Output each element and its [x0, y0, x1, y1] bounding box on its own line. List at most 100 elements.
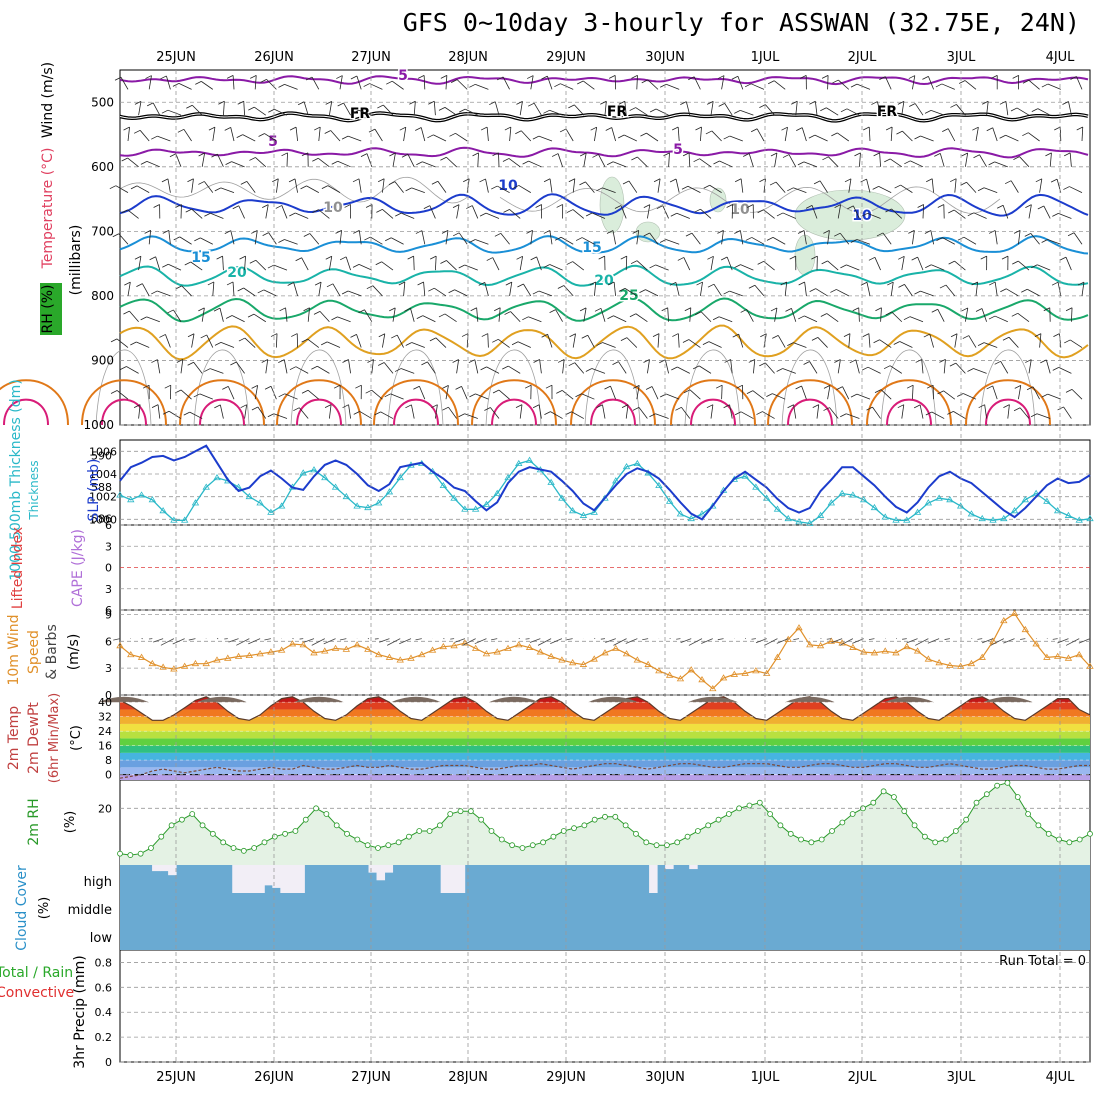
rh2m-marker [582, 823, 587, 828]
wind-barb-flag [204, 369, 210, 372]
wind-barb [550, 179, 552, 193]
wind-barb-flag [1060, 257, 1066, 260]
wind-barb-flag [896, 131, 902, 134]
wind-barb [319, 282, 321, 296]
wind-barb [1069, 187, 1082, 193]
wind-barb [422, 231, 425, 245]
wind-barb [157, 136, 170, 141]
rh2m-marker [283, 831, 288, 836]
wind-barb [699, 366, 711, 373]
wind-barb-flag [111, 339, 117, 342]
rh2m-marker [757, 800, 762, 805]
wind-barb-flag [389, 153, 395, 156]
wind-barb [847, 109, 859, 115]
wind-barb [747, 309, 754, 321]
wind-barb-flag [218, 101, 224, 104]
cloud-level-label: middle [68, 903, 112, 918]
wind-barb-flag [178, 129, 184, 132]
wind-barb [741, 412, 753, 419]
cloud-bar [152, 865, 161, 871]
wind-barb [678, 127, 679, 141]
wind-barb [296, 127, 298, 141]
wind-barb-flag [787, 188, 793, 191]
wind-barb [920, 405, 923, 419]
wind-barb [1072, 389, 1082, 399]
wind-barb-flag [279, 394, 285, 397]
wind-barb-flag [1012, 313, 1018, 316]
wind-barb [564, 285, 573, 295]
contour-label: 10 [730, 202, 750, 218]
wind-barb [817, 405, 819, 419]
wind-barb [486, 179, 489, 193]
wind-barb [836, 289, 848, 295]
wind-barb [501, 233, 510, 244]
rh2m-marker [943, 837, 948, 842]
cloud-label: Cloud Cover [14, 865, 30, 951]
rh2m-marker [365, 843, 370, 848]
wind-barb-flag [560, 129, 566, 132]
wind-barb [666, 84, 679, 89]
wind-barb [711, 101, 713, 115]
wind-barb [656, 109, 669, 115]
wind-barb [128, 127, 130, 141]
wind-barb-flag [981, 256, 987, 259]
wind-barb-flag [152, 405, 158, 408]
wind-barb [690, 308, 691, 322]
wind-barb [221, 188, 234, 193]
rh2m-marker [984, 792, 989, 797]
wind-barb-flag [440, 157, 446, 160]
wind-barb [455, 290, 468, 296]
wind-barb-flag [408, 256, 414, 259]
wind10m-label: 10m Wind [6, 614, 22, 685]
wind-barb-flag [151, 360, 157, 363]
wind-barb [828, 385, 830, 399]
wind-barb [776, 182, 785, 193]
rh2m-marker [964, 817, 969, 822]
wind-barb [359, 264, 372, 270]
wind-barb [725, 103, 732, 115]
wind-barb-flag [252, 407, 258, 410]
wind-barb-flag [957, 393, 963, 396]
wind-barb-flag [240, 256, 246, 259]
wind-barb-flag [630, 108, 636, 111]
wind-barb [828, 261, 839, 270]
wind-barb [1040, 179, 1042, 193]
wind-barb [446, 157, 456, 167]
wind-barb [302, 258, 309, 270]
wind-barb-flag [586, 213, 592, 216]
wind-barb [572, 412, 584, 419]
wind-barb [412, 342, 425, 347]
wind-barb-flag [198, 308, 204, 311]
wind-barb-flag [364, 237, 370, 240]
wind-barb [678, 334, 679, 348]
rh2m-marker [799, 837, 804, 842]
wind-barb-flag [915, 136, 921, 139]
wind-barb-flag [428, 288, 434, 291]
wind-barb-flag [272, 179, 278, 182]
wind-barb [890, 159, 902, 167]
wind-barb-flag [110, 186, 116, 189]
rh2m-marker [520, 846, 525, 851]
li-tick-label: 3 [105, 583, 112, 596]
wind-barb [404, 127, 406, 141]
wind-barb [465, 414, 478, 419]
upper-air-section: 5FR55101010101515202025FRFR [0, 68, 1090, 425]
wind-barb-flag [251, 230, 257, 233]
wind-barb [869, 127, 870, 141]
precip-label: 3hr Precip (mm) [72, 955, 88, 1068]
wind-barb-flag [713, 161, 719, 164]
wind-barb-flag [785, 308, 791, 311]
rh2m-marker [654, 843, 659, 848]
wind10m-barb [1057, 639, 1068, 643]
wind-barb-flag [1054, 127, 1060, 130]
wind-barb [965, 153, 967, 167]
wind-barb-flag [749, 359, 755, 362]
wind-barb-flag [569, 363, 575, 366]
rh2m-marker [1046, 831, 1051, 836]
wind-barb [820, 181, 828, 193]
wind-barb [995, 162, 1008, 167]
wind-barb-flag [950, 104, 956, 107]
wind-barb-flag [145, 76, 151, 79]
wind-barb [1029, 360, 1031, 374]
temp-tick-label: 40 [98, 696, 112, 709]
